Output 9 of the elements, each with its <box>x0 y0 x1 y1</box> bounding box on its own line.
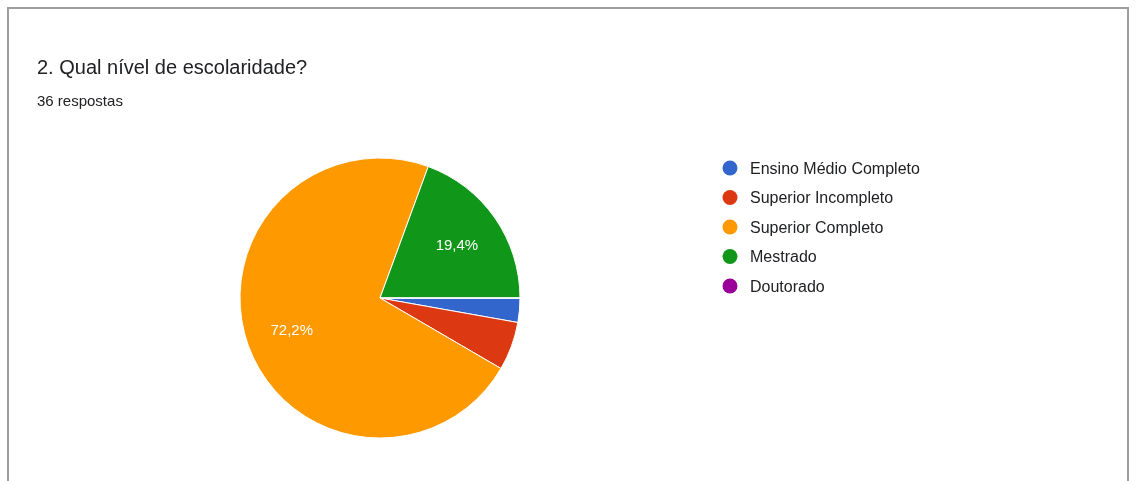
legend-label: Doutorado <box>750 277 825 295</box>
legend-label: Superior Incompleto <box>750 189 894 206</box>
legend-label: Mestrado <box>750 248 817 265</box>
data-label: 72,2% <box>270 321 314 339</box>
legend-label: Superior Completo <box>750 218 884 236</box>
data-label: 19,4% <box>435 235 479 253</box>
chart-title: 2. Qual nível de escolaridade? <box>37 56 308 78</box>
legend-label: Ensino Médio Completo <box>750 159 920 177</box>
text: 36 respostas <box>37 92 123 109</box>
